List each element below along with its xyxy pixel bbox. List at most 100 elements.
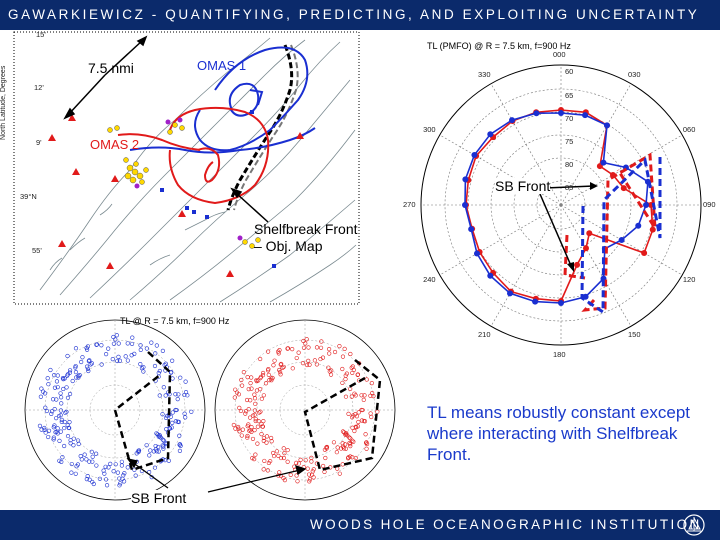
scatter-point [348,351,353,357]
scatter-point [326,365,331,370]
polar-spoke [439,134,562,206]
scatter-point [104,483,110,488]
scatter-point [79,457,84,462]
scatter-point [99,343,104,348]
polar-bottom-front-label: SB Front [131,490,187,506]
scatter-point [277,367,282,373]
scatter-point [91,481,96,487]
scatter-point [369,414,374,420]
scatter-point [346,411,351,416]
scatter-point [154,431,159,436]
scatter-point [149,340,154,345]
scatter-point [161,385,166,390]
scatter-point [309,455,314,460]
scatter-point [343,394,349,399]
polar-point [509,117,515,124]
scatter-point [60,455,65,460]
scatter-point [121,473,126,478]
scatter-point [260,370,266,376]
angle-tick-label: 030 [628,70,641,80]
lat-tick: 39°N [20,192,37,201]
scatter-point [59,459,64,464]
polar-plot-bottom-blue [24,319,206,501]
polar-point [583,245,589,252]
scatter-point [258,375,263,381]
scatter-point [61,386,66,392]
scatter-point [359,393,364,398]
scatter-point [175,419,180,424]
scatter-point [86,368,91,374]
scatter-point [255,441,260,446]
scatter-point [68,441,73,446]
scatter-point [156,370,161,376]
scatter-point [281,446,286,451]
scatter-point [288,472,293,477]
scatter-point [122,471,127,476]
scatter-point [294,473,299,478]
scatter-point [267,377,272,383]
scatter-point [125,358,130,363]
scatter-point [175,397,180,402]
scatter-point [94,451,99,456]
scatter-point [125,341,130,346]
scatter-point [57,458,62,463]
polar-point [649,226,656,233]
scatter-point [246,407,251,412]
scatter-point [261,435,267,441]
scatter-point [340,441,345,446]
scatter-point [300,360,306,366]
polar-spoke [560,134,683,206]
scatter-point [296,461,302,466]
scatter-point [64,409,69,414]
omas2-label: OMAS 2 [90,137,140,152]
scatter-point [152,465,158,470]
scatter-point [151,449,156,454]
scatter-point [87,459,92,464]
scatter-point [103,464,108,469]
scatter-point [52,373,57,378]
scatter-point [349,365,354,370]
polar-point [487,272,494,279]
scatter-point [173,392,178,397]
caption-text: TL means robustly constant except where … [427,403,691,464]
angle-tick-label: 180 [553,350,566,359]
polar-plot-bottom-red [214,319,396,501]
scatter-point [258,409,263,414]
scatter-point [54,397,59,402]
scatter-point [69,461,74,467]
scatter-point [344,431,349,436]
scatter-point [138,347,143,352]
scatter-point [311,467,316,472]
scatter-point [281,455,287,461]
scatter-point [117,483,122,488]
scatter-point [177,442,182,447]
scatter-point [263,381,269,386]
scatter-point [125,465,130,470]
scatter-point [255,424,261,429]
scatter-point [169,370,174,375]
polar-point [641,250,648,256]
radial-tick-label: 65 [565,91,574,100]
scatter-point [274,449,280,454]
polar-point [618,237,625,243]
scatter-point [348,442,353,447]
scatter-point [265,349,271,354]
slide-title: GAWARKIEWICZ - QUANTIFYING, PREDICTING, … [8,7,700,22]
scatter-point [247,428,252,433]
scale-label: 7.5 nmi [88,60,134,76]
scatter-point [73,346,79,351]
scatter-point [67,370,73,375]
scatter-point [343,446,348,451]
polar-bottom-title: TL @ R = 7.5 km, f=900 Hz [120,316,230,326]
scatter-point [138,362,143,367]
scatter-point [252,408,258,413]
angle-tick-label: 150 [628,329,641,339]
scatter-point [368,393,373,398]
bathymetry-map [13,31,360,305]
scatter-point [44,408,50,414]
whoi-logo-icon [683,514,705,536]
scatter-point [285,459,290,464]
scatter-point [351,439,356,444]
scatter-point [301,345,307,350]
bottom-arrows [126,457,307,493]
